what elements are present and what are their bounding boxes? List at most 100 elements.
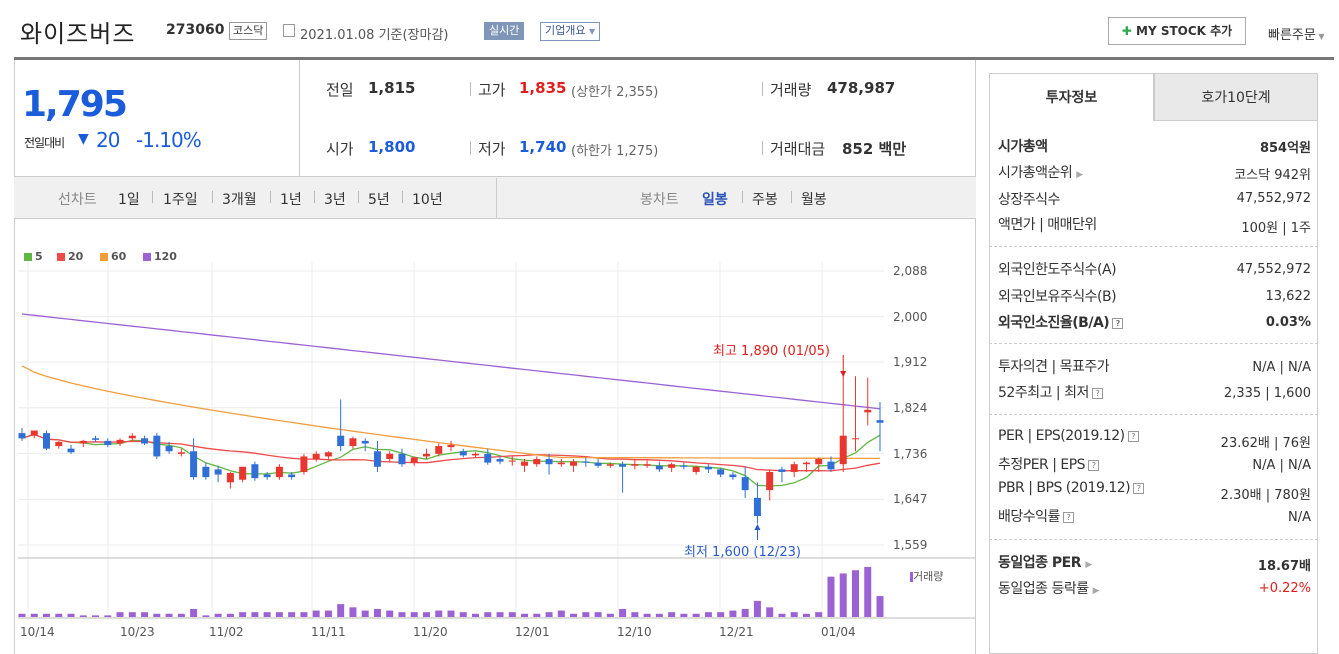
tab-1week[interactable]: 1주일 [163,192,198,208]
x-tick: 11/02 [209,625,244,639]
candle-body [92,438,100,440]
volume-bar [55,613,63,617]
help-icon[interactable]: ? [1091,387,1103,399]
overview-label: 기업개요 [545,24,586,37]
ma-line [21,313,881,410]
help-icon[interactable]: ? [1112,317,1124,329]
dividend-label: 배당수익률? [998,506,1074,526]
ma20-legend-swatch [57,253,65,261]
company-overview-dropdown[interactable]: 기업개요 ▼ [540,22,601,41]
volume-bar [717,612,725,617]
x-tick: 11/11 [311,625,346,639]
y-tick: 1,912 [893,355,928,369]
tab-monthly[interactable]: 월봉 [801,192,827,208]
x-tick: 10/14 [20,625,55,639]
volume-bar [18,613,26,617]
per-eps-value: 23.62배 | 76원 [1220,436,1311,451]
industry-per-label[interactable]: 동일업종 PER ▶ [998,552,1092,572]
candle-body [30,430,38,436]
dividend-label-text: 배당수익률 [998,509,1060,525]
candle-body [729,474,737,478]
volume-bar [422,612,430,617]
est-per-value: N/A | N/A [1252,458,1311,473]
candlestick-chart[interactable] [0,0,976,654]
volume-bar [778,613,786,617]
quick-order-dropdown[interactable]: 빠른주문 ▼ [1268,24,1325,43]
help-icon[interactable]: ? [1127,430,1139,442]
high-value: 1,835 [519,79,567,97]
volume-bar [435,610,443,617]
listed-shares-label: 상장주식수 [998,192,1060,208]
volume-bar [447,610,455,617]
candle-body [594,462,602,466]
candle-body [668,464,676,468]
industry-change-value: +0.22% [1258,581,1311,596]
help-icon[interactable]: ? [1062,511,1074,523]
market-cap-rank-label[interactable]: 시가총액순위 ▶ [998,162,1083,182]
high-annotation: 최고 1,890 (01/05) [713,344,831,359]
volume-bar [30,613,38,617]
volume-bar [153,613,161,617]
52week-value: 2,335 | 1,600 [1223,386,1311,401]
volume-bar [668,612,676,617]
chevron-down-icon: ▼ [588,27,596,36]
divider [402,191,403,203]
candle-body [680,465,688,467]
candle-body [606,464,614,466]
candle-body [692,466,700,472]
candle-body [827,461,835,470]
ma-line [21,433,881,487]
volume-bar [165,613,173,617]
ma120-legend: 120 [154,250,177,263]
volume-bar [104,615,112,617]
tab-10year[interactable]: 10년 [412,192,443,208]
tab-3year[interactable]: 3년 [324,192,346,208]
tab-5year[interactable]: 5년 [368,192,390,208]
tab-daily[interactable]: 일봉 [702,192,728,208]
help-icon[interactable]: ? [1088,459,1100,471]
industry-change-label-text: 동일업종 등락률 [998,581,1089,597]
candle-body [202,466,210,478]
ma20-legend: 20 [68,250,84,263]
candle-body [851,438,859,440]
candle-body [753,497,761,516]
volume-bar [300,612,308,617]
candle-body [839,435,847,465]
industry-per-label-text: 동일업종 PER [998,555,1082,571]
tab-1year[interactable]: 1년 [280,192,302,208]
volume-bar [545,612,553,617]
industry-per-value: 18.67배 [1257,559,1311,574]
realtime-tag[interactable]: 실시간 [484,22,525,40]
help-icon[interactable]: ? [1133,482,1145,494]
divider [791,191,792,203]
volume-bar [533,613,541,617]
tab-orderbook-10[interactable]: 호가10단계 [1154,73,1318,121]
y-tick: 1,824 [893,401,928,415]
foreign-holding-value: 13,622 [1265,289,1312,304]
volume-bar [472,613,480,617]
tab-investment-info[interactable]: 투자정보 [989,73,1154,121]
volume-bar [851,570,859,617]
volume-bar [116,612,124,617]
low-value: 1,740 [519,138,567,156]
volume-bar [92,615,100,617]
tab-weekly[interactable]: 주봉 [752,192,778,208]
foreign-holding-label: 외국인보유주식수(B) [998,289,1117,305]
chevron-right-icon: ▶ [1076,170,1083,180]
candle-body [496,459,504,462]
candle-body [410,457,418,463]
divider [470,141,471,155]
price-stats [300,60,975,177]
industry-change-label[interactable]: 동일업종 등락률 ▶ [998,578,1100,598]
trade-value-label: 거래대금 [770,140,826,158]
ma5-legend-swatch [24,253,32,261]
tab-3month[interactable]: 3개월 [222,192,257,208]
company-name: 와이즈버즈 [20,20,136,48]
tab-1day[interactable]: 1일 [118,192,140,208]
dividend-value: N/A [1288,510,1311,525]
my-stock-add-button[interactable]: ✚ MY STOCK 추가 [1108,17,1246,45]
divider [270,191,271,203]
volume-bar [766,607,774,617]
candle-body [864,409,872,413]
price-panel [14,60,976,654]
